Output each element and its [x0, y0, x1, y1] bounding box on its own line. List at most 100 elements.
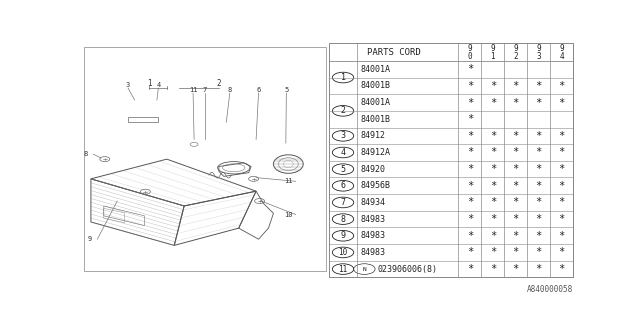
Text: 84001A: 84001A: [360, 98, 390, 107]
Text: 5: 5: [340, 165, 346, 174]
Text: 1: 1: [147, 79, 152, 89]
Text: *: *: [490, 164, 496, 174]
Text: *: *: [467, 148, 473, 157]
Text: 9
1: 9 1: [490, 44, 495, 60]
Text: *: *: [559, 81, 564, 91]
Text: *: *: [467, 81, 473, 91]
Text: 11: 11: [339, 265, 348, 274]
Text: *: *: [490, 247, 496, 257]
Text: 84956B: 84956B: [360, 181, 390, 190]
Text: *: *: [513, 164, 519, 174]
Text: 84934: 84934: [360, 198, 385, 207]
Text: *: *: [536, 247, 541, 257]
Text: *: *: [536, 131, 541, 141]
Text: *: *: [513, 181, 519, 191]
Text: *: *: [559, 247, 564, 257]
Text: *: *: [559, 214, 564, 224]
Text: *: *: [559, 181, 564, 191]
Text: 8: 8: [340, 215, 346, 224]
Text: 9
2: 9 2: [513, 44, 518, 60]
Text: *: *: [513, 81, 519, 91]
Text: *: *: [513, 98, 519, 108]
Text: 9: 9: [88, 236, 92, 242]
Text: *: *: [490, 98, 496, 108]
Text: *: *: [559, 131, 564, 141]
Text: *: *: [467, 214, 473, 224]
Text: 5: 5: [284, 87, 289, 93]
Text: *: *: [536, 264, 541, 274]
Text: *: *: [490, 214, 496, 224]
Text: 11: 11: [284, 178, 292, 184]
Text: 6: 6: [340, 181, 346, 190]
Text: *: *: [467, 264, 473, 274]
Text: *: *: [513, 214, 519, 224]
Text: *: *: [467, 131, 473, 141]
Text: *: *: [513, 131, 519, 141]
Text: 84912: 84912: [360, 131, 385, 140]
Text: 84001B: 84001B: [360, 81, 390, 90]
Text: *: *: [467, 164, 473, 174]
Text: *: *: [513, 264, 519, 274]
Text: 2: 2: [216, 79, 221, 89]
Text: *: *: [536, 231, 541, 241]
Text: *: *: [536, 148, 541, 157]
Text: *: *: [467, 64, 473, 74]
Text: *: *: [559, 264, 564, 274]
Text: 3: 3: [340, 131, 346, 140]
Text: 023906006(8): 023906006(8): [377, 265, 437, 274]
Text: N: N: [362, 267, 366, 272]
Text: 84920: 84920: [360, 165, 385, 174]
Text: 3: 3: [126, 82, 130, 88]
Text: *: *: [513, 247, 519, 257]
Text: *: *: [467, 231, 473, 241]
Text: *: *: [467, 247, 473, 257]
Text: 84001B: 84001B: [360, 115, 390, 124]
Text: *: *: [490, 131, 496, 141]
Text: *: *: [490, 231, 496, 241]
Text: *: *: [467, 98, 473, 108]
Bar: [329, 43, 573, 277]
Text: 9
3: 9 3: [536, 44, 541, 60]
Text: *: *: [467, 114, 473, 124]
Text: *: *: [513, 231, 519, 241]
Text: 4: 4: [156, 82, 161, 88]
Bar: [84, 47, 326, 271]
Text: 10: 10: [284, 212, 292, 218]
Text: 84983: 84983: [360, 248, 385, 257]
Text: *: *: [559, 197, 564, 207]
Text: *: *: [536, 81, 541, 91]
Text: 9
0: 9 0: [467, 44, 472, 60]
Text: *: *: [490, 197, 496, 207]
Text: 1: 1: [340, 73, 346, 82]
Text: A840000058: A840000058: [527, 285, 573, 294]
Text: *: *: [536, 197, 541, 207]
Text: *: *: [490, 81, 496, 91]
Text: *: *: [559, 98, 564, 108]
Text: *: *: [467, 197, 473, 207]
Text: 4: 4: [340, 148, 346, 157]
Text: *: *: [559, 164, 564, 174]
Text: 10: 10: [339, 248, 348, 257]
Text: 84983: 84983: [360, 231, 385, 240]
Text: 11: 11: [189, 87, 197, 93]
Text: 8: 8: [84, 151, 88, 157]
Text: 7: 7: [340, 198, 346, 207]
Text: *: *: [490, 181, 496, 191]
Text: 7: 7: [203, 87, 207, 93]
Text: PARTS CORD: PARTS CORD: [367, 48, 420, 57]
Text: *: *: [559, 231, 564, 241]
Text: *: *: [513, 197, 519, 207]
Text: *: *: [536, 164, 541, 174]
Text: 8: 8: [228, 87, 232, 93]
Text: 9: 9: [340, 231, 346, 240]
Text: *: *: [536, 181, 541, 191]
Text: *: *: [467, 181, 473, 191]
Text: 9
4: 9 4: [559, 44, 564, 60]
Text: 84983: 84983: [360, 215, 385, 224]
Text: *: *: [536, 98, 541, 108]
Text: *: *: [490, 148, 496, 157]
Text: *: *: [490, 264, 496, 274]
Text: 84912A: 84912A: [360, 148, 390, 157]
Text: 2: 2: [340, 106, 346, 115]
Text: *: *: [513, 148, 519, 157]
